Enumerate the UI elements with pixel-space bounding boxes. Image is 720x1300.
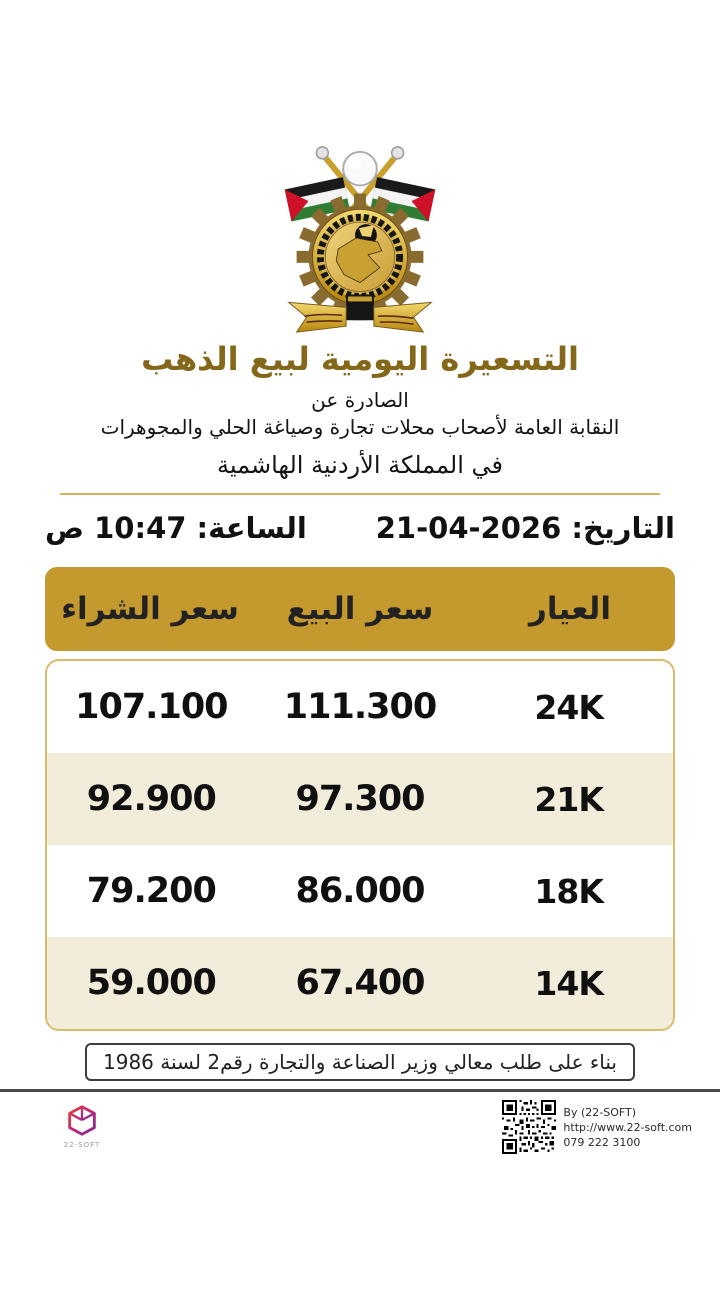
col-header-sell: سعر البيع	[286, 591, 434, 628]
table-row-24k: 24K 111.300 107.100	[47, 661, 673, 753]
brand-logo: 22-SOFT	[62, 1102, 102, 1149]
time-chunk: الساعة: 10:47 ص	[45, 511, 307, 545]
note-wrap: بناء على طلب معالي وزير الصناعة والتجارة…	[0, 1043, 720, 1082]
crucible-map-icon	[335, 224, 383, 284]
banner-ribbon	[287, 294, 433, 333]
brand-label: 22-SOFT	[63, 1141, 101, 1150]
footer-divider	[0, 1089, 720, 1093]
sell-price-cell: 67.400	[295, 963, 425, 1004]
credit-url: http://www.22-soft.com	[563, 1121, 692, 1135]
sell-price-cell: 86.000	[295, 871, 425, 912]
footer: 22-SOFT	[0, 1092, 720, 1155]
buy-price-cell: 79.200	[86, 871, 217, 912]
pearl-icon	[342, 150, 378, 187]
sell-price-cell: 111.300	[283, 687, 437, 728]
time-label: الساعة:	[196, 511, 307, 546]
table-row-21k: 21K 97.300 92.900	[47, 753, 673, 846]
syndicate-emblem-icon	[284, 146, 436, 333]
date-value: 21-04-2026	[375, 511, 562, 546]
date-label: التاريخ:	[571, 511, 675, 546]
table-row-18k: 18K 86.000 79.200	[47, 845, 673, 937]
buy-price-cell: 107.100	[75, 687, 228, 728]
table-row-14k: 14K 67.400 59.000	[47, 937, 673, 1030]
cube-logo-icon	[68, 1105, 96, 1137]
date-chunk: التاريخ: 21-04-2026	[376, 511, 675, 545]
issued-by-line: الصادرة عن	[311, 388, 409, 413]
col-header-karat: العيار	[529, 591, 611, 628]
datetime-row: التاريخ: 21-04-2026 الساعة: 10:47 ص	[45, 511, 675, 545]
col-header-buy: سعر الشراء	[61, 591, 239, 628]
emblem-logo	[0, 0, 720, 346]
price-table: 24K 111.300 107.100 21K 97.300 92.900 18…	[45, 659, 675, 1032]
time-period: ص	[45, 511, 85, 546]
sell-price-cell: 97.300	[295, 779, 425, 820]
buy-price-cell: 92.900	[86, 779, 217, 820]
credit-phone: 079 222 3100	[563, 1136, 641, 1150]
issuer-name: النقابة العامة لأصحاب محلات تجارة وصياغة…	[100, 415, 620, 440]
karat-cell: 18K	[534, 871, 603, 911]
credit-by: By (22-SOFT)	[563, 1106, 637, 1120]
legal-note: بناء على طلب معالي وزير الصناعة والتجارة…	[85, 1043, 635, 1082]
time-value: 10:47	[94, 511, 187, 546]
developer-credit: By (22-SOFT) http://www.22-soft.com 079 …	[502, 1100, 692, 1155]
meander-ring	[316, 213, 404, 300]
karat-cell: 14K	[534, 963, 603, 1003]
price-table-header: العيار سعر البيع سعر الشراء	[45, 567, 675, 652]
buy-price-cell: 59.000	[86, 963, 217, 1004]
page-title: التسعيرة اليومية لبيع الذهب	[141, 340, 579, 378]
qr-code-icon	[502, 1100, 557, 1155]
karat-cell: 24K	[534, 687, 603, 727]
gold-divider	[60, 493, 660, 496]
developer-info: By (22-SOFT) http://www.22-soft.com 079 …	[563, 1100, 692, 1151]
karat-cell: 21K	[534, 779, 603, 819]
country-line: في المملكة الأردنية الهاشمية	[216, 451, 504, 480]
